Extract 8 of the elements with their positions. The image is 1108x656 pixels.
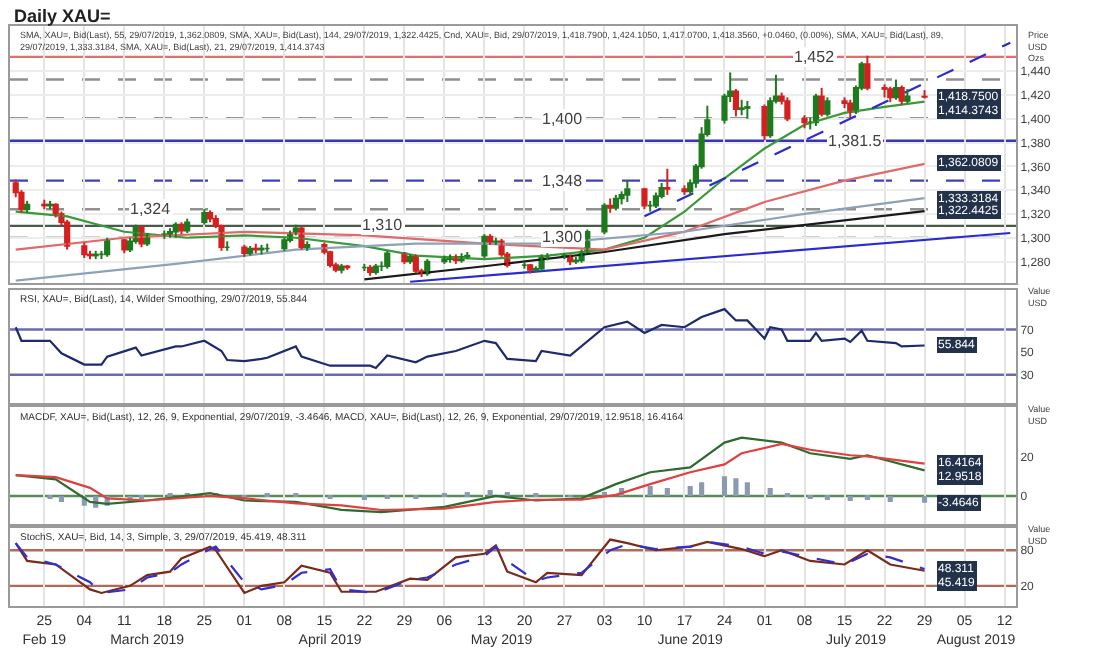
ref-line-label: 1,381.5 <box>828 132 883 150</box>
ref-line-label: 1,300 <box>542 228 584 246</box>
ref-line-label: 1,310 <box>362 216 404 234</box>
chart-title: Daily XAU= <box>14 6 111 26</box>
ref-line-label: 1,400 <box>542 110 584 128</box>
ref-line-label: 1,348 <box>542 172 584 190</box>
ref-line-label: 1,324 <box>130 200 172 218</box>
ref-line-label: 1,452 <box>794 48 836 66</box>
